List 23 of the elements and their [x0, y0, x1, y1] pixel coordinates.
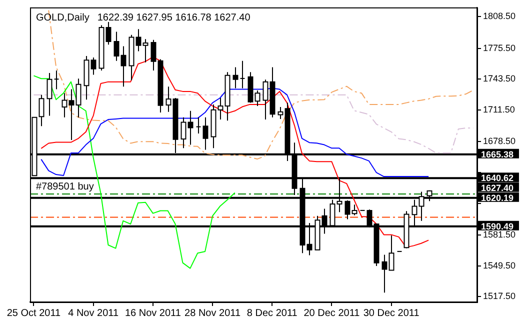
text: 1622.39 1627.95 1616.78 1627.40	[97, 12, 251, 24]
x-tick-label: 20 Dec 2011	[304, 308, 360, 319]
x-tick-label: 25 Oct 2011	[6, 308, 62, 319]
ref-line-label: 1665.38	[481, 149, 514, 160]
ref-line-label: #789501 buy	[36, 182, 94, 193]
y-tick-label: 1678.50	[483, 136, 516, 146]
y-tick-label: 1711.50	[483, 104, 515, 114]
text: 1627.40	[481, 182, 514, 193]
x-tick-label: 28 Nov 2011	[184, 308, 241, 319]
ref-line-label: 1620.19	[481, 192, 514, 203]
ref-line-label: 1590.49	[481, 221, 514, 232]
y-tick-label: 1775.50	[483, 42, 516, 53]
y-tick-label: 1549.50	[483, 260, 516, 270]
x-tick-label: 8 Dec 2011	[246, 308, 298, 319]
x-tick-label: 30 Dec 2011	[363, 308, 420, 319]
x-tick-label: 16 Nov 2011	[124, 308, 182, 319]
y-tick-label: 1517.50	[483, 291, 516, 302]
text: GOLD,Daily	[36, 12, 90, 24]
y-tick-label: 1581.50	[483, 230, 516, 240]
ref-line-label: 1640.62	[481, 173, 514, 184]
x-tick-label: 4 Nov 2011	[68, 308, 119, 319]
y-tick-label: 1743.50	[483, 74, 516, 84]
y-tick-label: 1808.50	[483, 11, 516, 22]
